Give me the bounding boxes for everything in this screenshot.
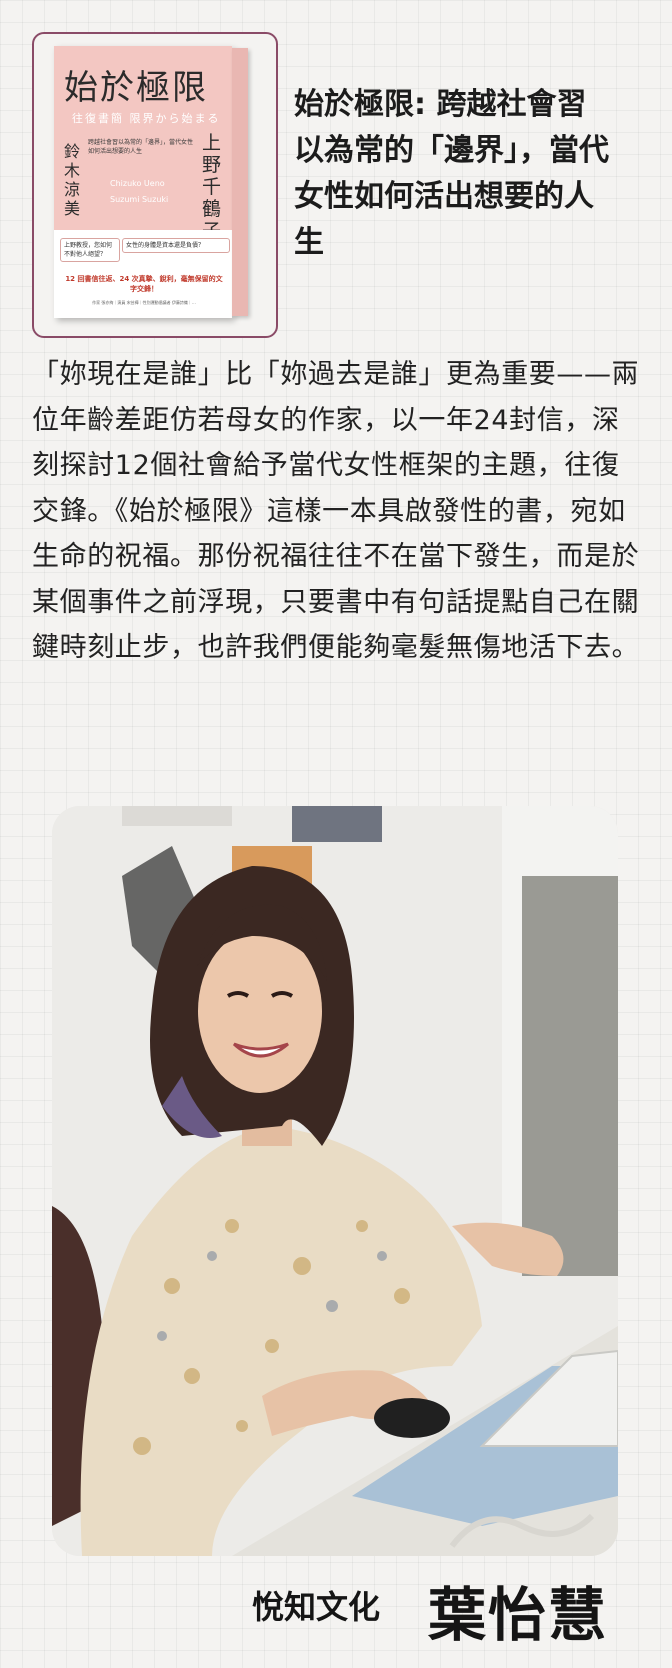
book-author-right: 上野千鶴子: [202, 132, 222, 242]
book-cover-lower-band: 上野教授，您如何不對他人絕望？ 女性的身體是資本還是負債？ 12 回書信往返、2…: [54, 230, 232, 318]
book-title: 始於極限: [64, 68, 208, 108]
book-author-left: 鈴木涼美: [64, 142, 81, 218]
book-credits: 作家 張亦絢｜演員 宋芸樺｜性別運動倡議者 伊藤詩織｜…: [92, 300, 196, 305]
article-headline: 始於極限: 跨越社會習以為常的「邊界」，當代女性如何活出想要的人生: [294, 87, 609, 260]
book-blurb: 跨越社會習以為常的「邊界」，當代女性如何活出想要的人生: [88, 139, 194, 155]
footer-organization: 悅知文化: [252, 1588, 381, 1626]
book-cover: 始於極限 往復書簡 限界から始まる 鈴木涼美 上野千鶴子 跨越社會習以為常的「邊…: [54, 46, 232, 318]
book-tagline: 12 回書信往返、24 次真摯、銳利，毫無保留的文字交鋒！: [65, 275, 223, 293]
book-question-2: 女性的身體是資本還是負債？: [122, 238, 230, 253]
portrait-illustration: [52, 806, 618, 1556]
book-cover-card: 始於極限 往復書簡 限界から始まる 鈴木涼美 上野千鶴子 跨越社會習以為常的「邊…: [32, 32, 278, 338]
book-author-romaji: Chizuko Ueno Suzumi Suzuki: [110, 179, 169, 204]
article-body: 「妳現在是誰」比「妳過去是誰」更為重要——兩位年齡差距仿若母女的作家，以一年24…: [32, 359, 640, 663]
book-subtitle: 往復書簡 限界から始まる: [72, 112, 221, 125]
portrait-photo: [52, 806, 618, 1556]
book-question-1: 上野教授，您如何不對他人絕望？: [60, 238, 120, 262]
footer-person-name: 葉怡慧: [428, 1581, 609, 1649]
book-spine: [232, 48, 248, 316]
